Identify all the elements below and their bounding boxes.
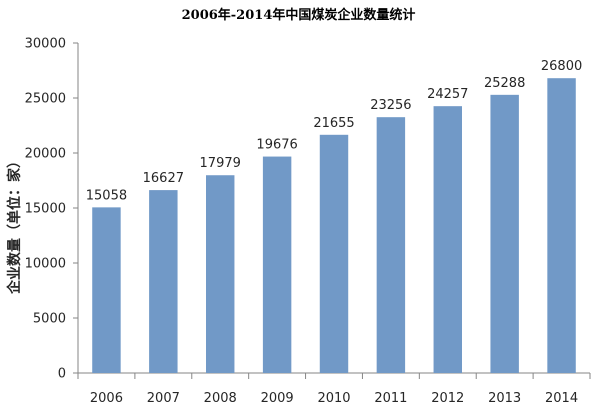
bar: [206, 175, 235, 373]
data-label: 19676: [256, 138, 297, 153]
x-tick-label: 2007: [147, 391, 180, 406]
bar: [92, 207, 121, 373]
y-tick-label: 10000: [25, 257, 66, 272]
y-tick-label: 5000: [33, 312, 66, 327]
bar: [262, 156, 292, 373]
bar: [547, 78, 576, 373]
data-label: 25288: [484, 76, 525, 91]
y-axis-label: 企业数量（单位：家）: [6, 154, 23, 295]
data-label: 15058: [86, 188, 127, 203]
y-tick-label: 25000: [25, 92, 66, 107]
bar: [376, 117, 406, 374]
x-tick-label: 2006: [90, 391, 123, 406]
x-tick-label: 2009: [261, 391, 294, 406]
bar: [319, 134, 349, 373]
y-tick-label: 15000: [25, 202, 66, 217]
x-tick-label: 2014: [545, 391, 578, 406]
chart-title: 2006年-2014年中国煤炭企业数量统计: [181, 8, 416, 23]
x-tick-label: 2010: [317, 391, 350, 406]
x-tick-label: 2013: [488, 391, 521, 406]
x-tick-label: 2011: [374, 391, 407, 406]
bar: [490, 94, 519, 373]
data-label: 16627: [143, 171, 184, 186]
data-label: 17979: [200, 156, 241, 171]
data-label: 21655: [313, 116, 354, 131]
bar: [149, 190, 178, 373]
data-label: 23256: [370, 98, 411, 113]
data-label: 24257: [427, 87, 468, 102]
data-label: 26800: [541, 59, 582, 74]
y-tick-label: 30000: [25, 37, 66, 52]
x-tick-label: 2012: [431, 391, 464, 406]
x-tick-label: 2008: [204, 391, 237, 406]
y-tick-label: 20000: [25, 147, 66, 162]
y-tick-label: 0: [58, 367, 66, 382]
bar: [433, 106, 462, 373]
